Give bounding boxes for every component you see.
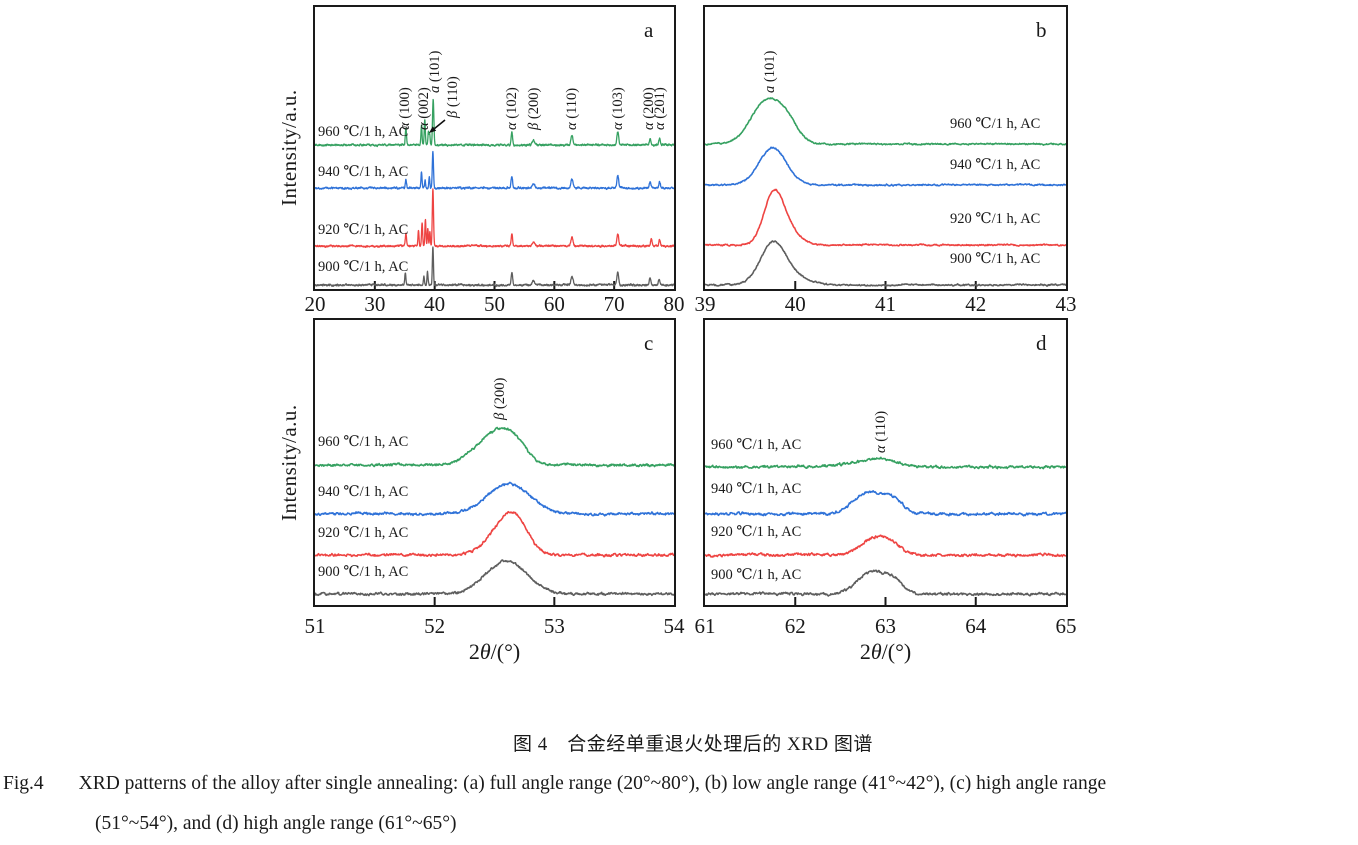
peak-label: β (110) <box>444 76 461 118</box>
x-tick-label: 65 <box>1055 614 1077 638</box>
x-tick-label: 39 <box>694 292 716 316</box>
curve-label-940: 940 ℃/1 h, AC <box>318 164 409 180</box>
xrd-curve-900 <box>705 569 1066 597</box>
xrd-curve-960 <box>705 456 1066 470</box>
peak-label: β (200) <box>492 377 509 420</box>
peak-label: α (110) <box>564 87 581 130</box>
peak-label: α (002) <box>415 87 432 130</box>
panel-a-plot-box <box>313 5 676 291</box>
curve-label-920: 920 ℃/1 h, AC <box>711 524 802 540</box>
panel-letter-c: c <box>644 331 654 355</box>
x-axis-title: 2θ/(°) <box>859 639 912 664</box>
panel-a-curves <box>315 98 674 289</box>
caption-english-line1: Fig.4 XRD patterns of the alloy after sin… <box>3 773 1106 795</box>
curve-label-940: 940 ℃/1 h, AC <box>950 157 1041 173</box>
caption-english-text1: XRD patterns of the alloy after single a… <box>78 773 1107 794</box>
panel-a: 20 30 40 50 60 70 80 900 ℃/1 h, AC 920 ℃/1 h, AC… <box>277 5 685 315</box>
peak-label: α (103) <box>609 87 626 130</box>
panel-b-plot-box <box>703 5 1068 291</box>
x-tick-label: 80 <box>663 292 685 316</box>
beta110-arrow-line <box>433 119 446 130</box>
x-tick-label: 20 <box>304 292 326 316</box>
curve-label-900: 900 ℃/1 h, AC <box>711 567 802 583</box>
x-tick-label: 42 <box>965 292 987 316</box>
curve-label-900: 900 ℃/1 h, AC <box>318 564 409 580</box>
xrd-curve-940 <box>705 146 1066 187</box>
xrd-curve-960 <box>705 97 1066 146</box>
peak-label: a (101) <box>427 50 444 93</box>
peak-label: α (201) <box>652 87 669 130</box>
xrd-curve-960 <box>315 98 674 148</box>
x-tick-label: 41 <box>875 292 896 316</box>
x-tick-label: 51 <box>304 614 326 638</box>
panel-c-curves <box>315 426 674 605</box>
panel-b-curves <box>705 97 1066 289</box>
panel-d: 61 62 63 64 65 900 ℃/1 h, AC 920 ℃/1 h, AC 940 … <box>695 318 1077 664</box>
x-tick-label: 50 <box>484 292 505 316</box>
x-tick-label: 40 <box>424 292 446 316</box>
peak-label: α (102) <box>503 87 520 130</box>
xrd-curve-900 <box>315 246 674 288</box>
xrd-curve-900 <box>705 240 1066 287</box>
xrd-curve-920 <box>705 534 1066 558</box>
caption-english-line2: (51°~54°), and (d) high angle range (61°… <box>95 813 457 834</box>
panel-c: 51 52 53 54 900 ℃/1 h, AC 920 ℃/1 h, AC 940 ℃/… <box>277 318 685 664</box>
x-tick-label: 63 <box>875 614 896 638</box>
caption-fig-label: Fig.4 <box>3 773 44 794</box>
x-tick-label: 53 <box>543 614 565 638</box>
x-tick-label: 43 <box>1055 292 1077 316</box>
xrd-curve-900 <box>315 559 674 597</box>
curve-label-900: 900 ℃/1 h, AC <box>318 259 409 275</box>
peak-label: β (200) <box>525 87 542 130</box>
xrd-curve-940 <box>315 150 674 191</box>
x-tick-label: 62 <box>784 614 806 638</box>
panel-b: 39 40 41 42 43 900 ℃/1 h, AC 920 ℃/1 h, AC 940 … <box>695 5 1077 315</box>
xrd-curve-960 <box>315 426 674 468</box>
curve-label-940: 940 ℃/1 h, AC <box>318 484 409 500</box>
y-axis-title: Intensity/a.u. <box>277 404 301 521</box>
x-tick-label: 54 <box>663 614 685 638</box>
y-axis-title: Intensity/a.u. <box>277 89 301 207</box>
curve-label-920: 920 ℃/1 h, AC <box>950 211 1041 227</box>
xrd-curve-920 <box>315 510 674 558</box>
x-tick-label: 52 <box>424 614 446 638</box>
panel-c-plot-box <box>313 318 676 607</box>
x-tick-label: 60 <box>543 292 565 316</box>
x-tick-label: 40 <box>784 292 806 316</box>
caption-chinese: 图 4 合金经单重退火处理后的 XRD 图谱 <box>513 734 873 755</box>
curve-label-940: 940 ℃/1 h, AC <box>711 481 802 497</box>
beta110-arrow-head <box>429 126 437 133</box>
x-tick-label: 30 <box>364 292 386 316</box>
curve-label-920: 920 ℃/1 h, AC <box>318 222 409 238</box>
x-tick-label: 64 <box>965 614 987 638</box>
curve-label-960: 960 ℃/1 h, AC <box>318 434 409 450</box>
curve-label-900: 900 ℃/1 h, AC <box>950 251 1041 267</box>
x-tick-label: 61 <box>694 614 716 638</box>
panel-d-plot-box <box>703 318 1068 607</box>
panel-d-curves <box>705 456 1066 605</box>
peak-label: α (100) <box>396 87 413 130</box>
xrd-curve-920 <box>315 188 674 249</box>
curve-label-960: 960 ℃/1 h, AC <box>950 116 1041 132</box>
x-axis-title: 2θ/(°) <box>468 639 521 664</box>
xrd-curve-920 <box>705 188 1066 247</box>
x-tick-label: 70 <box>603 292 625 316</box>
curve-label-960: 960 ℃/1 h, AC <box>318 124 409 140</box>
xrd-curve-940 <box>705 490 1066 517</box>
panel-letter-a: a <box>644 18 654 42</box>
curve-label-960: 960 ℃/1 h, AC <box>711 437 802 453</box>
xrd-curve-940 <box>315 481 674 517</box>
peak-label: α (110) <box>872 410 889 453</box>
panel-letter-d: d <box>1036 331 1047 355</box>
peak-label: a (101) <box>761 50 778 93</box>
curve-label-920: 920 ℃/1 h, AC <box>318 525 409 541</box>
panel-letter-b: b <box>1036 18 1047 42</box>
